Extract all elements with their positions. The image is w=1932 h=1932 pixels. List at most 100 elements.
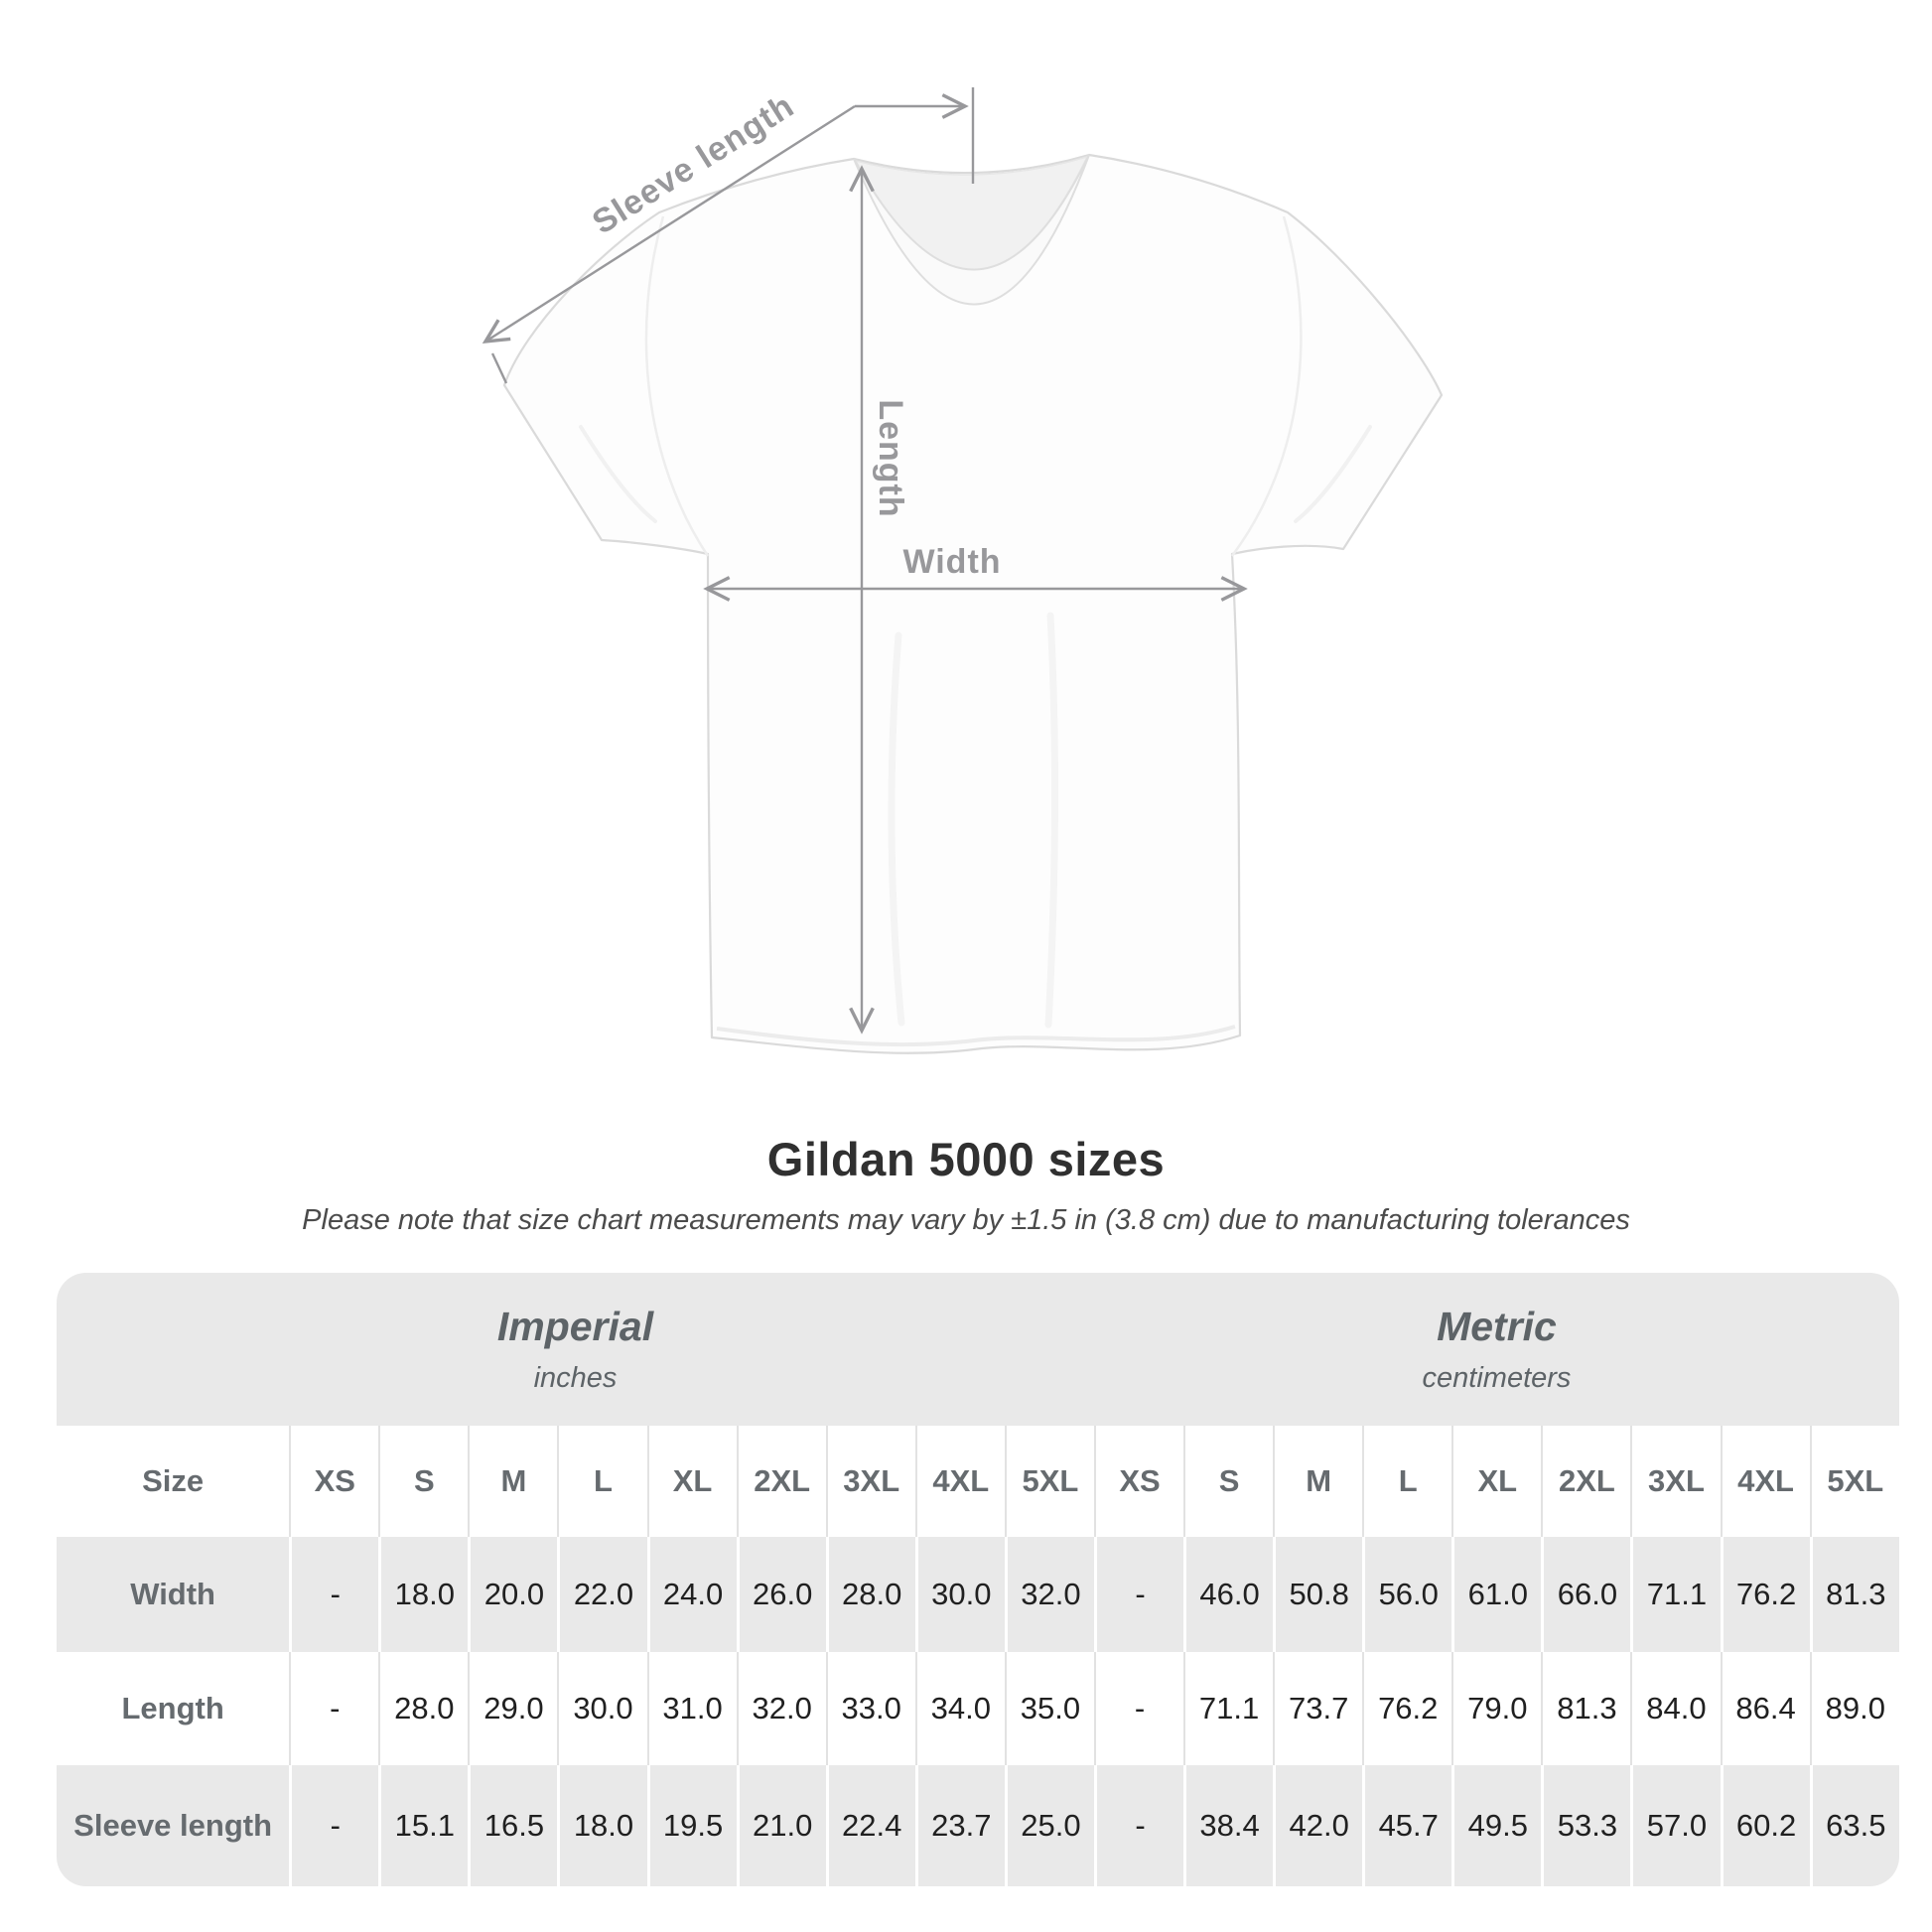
cell: 22.4 [825, 1765, 915, 1886]
cell: 71.1 [1630, 1537, 1721, 1652]
tshirt-measurement-diagram: Sleeve length Length Width [482, 86, 1444, 1054]
right-sleeve-seam [1230, 215, 1303, 557]
cell: 22.0 [557, 1537, 647, 1652]
size-header: 3XL [1630, 1426, 1721, 1537]
cell: 34.0 [914, 1652, 1005, 1765]
cell: 84.0 [1630, 1652, 1721, 1765]
row-label: Length [57, 1652, 290, 1765]
size-header: S [1183, 1426, 1274, 1537]
cell: 66.0 [1541, 1537, 1631, 1652]
tshirt-outline [502, 153, 1444, 1054]
cell: 26.0 [736, 1537, 826, 1652]
size-header: XS [1093, 1426, 1184, 1537]
size-header: 4XL [914, 1426, 1005, 1537]
cell: 57.0 [1630, 1765, 1721, 1886]
tshirt-illustration [502, 153, 1444, 1054]
cell: - [1093, 1652, 1184, 1765]
cell: 25.0 [1004, 1765, 1094, 1886]
size-header: 5XL [1809, 1426, 1899, 1537]
page-title: Gildan 5000 sizes [766, 1133, 1166, 1185]
cell: 35.0 [1004, 1652, 1094, 1765]
fold-line [888, 631, 905, 1027]
cell: 61.0 [1451, 1537, 1542, 1652]
size-table-container: Imperial inches Metric centimeters Size … [57, 1273, 1899, 1886]
cell: 53.3 [1541, 1765, 1631, 1886]
cell: 28.0 [378, 1652, 469, 1765]
cell: - [289, 1537, 379, 1652]
cell: 45.7 [1362, 1765, 1452, 1886]
unit-header-row: Imperial inches Metric centimeters [57, 1273, 1899, 1426]
imperial-label: Imperial [496, 1304, 654, 1349]
cell: 76.2 [1362, 1652, 1452, 1765]
fold-line [1294, 425, 1372, 523]
cell: 76.2 [1720, 1537, 1810, 1652]
size-header: 5XL [1004, 1426, 1094, 1537]
left-sleeve-seam [644, 215, 710, 557]
cell: 28.0 [825, 1537, 915, 1652]
cell: 18.0 [378, 1537, 469, 1652]
cell: 18.0 [557, 1765, 647, 1886]
cell: 63.5 [1809, 1765, 1899, 1886]
size-header: 2XL [1541, 1426, 1631, 1537]
cell: 89.0 [1809, 1652, 1899, 1765]
size-header: XL [1451, 1426, 1542, 1537]
row-label: Width [57, 1537, 290, 1652]
cell: 60.2 [1720, 1765, 1810, 1886]
cell: 31.0 [646, 1652, 737, 1765]
imperial-unit-header: Imperial inches [57, 1273, 1094, 1426]
width-label: Width [902, 543, 1001, 581]
size-header: XS [289, 1426, 379, 1537]
cell: 30.0 [914, 1537, 1005, 1652]
tolerance-note: Please note that size chart measurements… [302, 1204, 1630, 1236]
cell: 46.0 [1183, 1537, 1274, 1652]
cell: 56.0 [1362, 1537, 1452, 1652]
size-table: Imperial inches Metric centimeters Size … [57, 1273, 1899, 1886]
cell: 50.8 [1273, 1537, 1363, 1652]
row-label: Sleeve length [57, 1765, 290, 1886]
cell: 16.5 [468, 1765, 558, 1886]
size-header: L [1362, 1426, 1452, 1537]
cell: 49.5 [1451, 1765, 1542, 1886]
cell: 15.1 [378, 1765, 469, 1886]
imperial-unit: inches [533, 1362, 618, 1394]
length-label: Length [872, 399, 909, 517]
cell: - [289, 1652, 379, 1765]
cell: - [1093, 1537, 1184, 1652]
sleeve-arrow-diagonal [482, 104, 856, 345]
size-header: M [1273, 1426, 1363, 1537]
cell: 38.4 [1183, 1765, 1274, 1886]
metric-label: Metric [1437, 1304, 1557, 1349]
cell: 86.4 [1720, 1652, 1810, 1765]
size-column-header: Size [57, 1426, 290, 1537]
cell: 32.0 [736, 1652, 826, 1765]
width-row: Width - 18.0 20.0 22.0 24.0 26.0 28.0 30… [57, 1537, 1899, 1652]
cell: 33.0 [825, 1652, 915, 1765]
metric-unit: centimeters [1422, 1362, 1572, 1394]
cell: 32.0 [1004, 1537, 1094, 1652]
cell: 81.3 [1541, 1652, 1631, 1765]
cell: 19.5 [646, 1765, 737, 1886]
cell: 29.0 [468, 1652, 558, 1765]
size-header: 3XL [825, 1426, 915, 1537]
cell: 71.1 [1183, 1652, 1274, 1765]
cell: 21.0 [736, 1765, 826, 1886]
size-header: M [468, 1426, 558, 1537]
sleeve-arrow-extension [490, 352, 508, 384]
size-header: 4XL [1720, 1426, 1810, 1537]
cell: 81.3 [1809, 1537, 1899, 1652]
size-header: XL [646, 1426, 737, 1537]
cell: 42.0 [1273, 1765, 1363, 1886]
cell: 73.7 [1273, 1652, 1363, 1765]
cell: 24.0 [646, 1537, 737, 1652]
fold-line [1044, 612, 1058, 1029]
cell: 23.7 [914, 1765, 1005, 1886]
size-header: 2XL [736, 1426, 826, 1537]
cell: 20.0 [468, 1537, 558, 1652]
size-header: S [378, 1426, 469, 1537]
cell: - [1093, 1765, 1184, 1886]
hem-shadow [716, 1025, 1236, 1047]
length-row: Length - 28.0 29.0 30.0 31.0 32.0 33.0 3… [57, 1652, 1899, 1765]
collar-band [853, 154, 1090, 306]
cell: 30.0 [557, 1652, 647, 1765]
